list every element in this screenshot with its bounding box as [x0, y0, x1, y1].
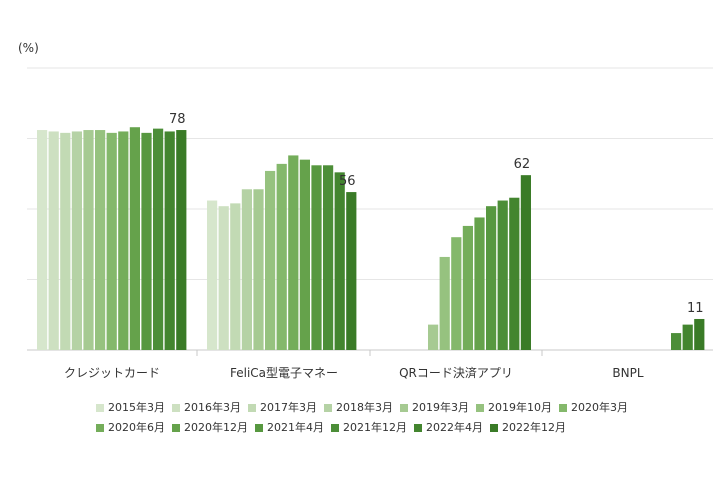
category-label: BNPL	[612, 366, 643, 380]
bar	[486, 206, 497, 350]
bar	[265, 170, 276, 350]
bar	[509, 197, 520, 350]
bar	[694, 318, 705, 350]
legend-item: 2021年4月	[255, 418, 324, 438]
bar	[462, 225, 473, 350]
legend-label: 2018年3月	[336, 401, 393, 414]
bar	[439, 256, 450, 350]
legend-item: 2020年6月	[96, 418, 165, 438]
legend-label: 2022年4月	[426, 421, 483, 434]
bar	[230, 203, 241, 350]
legend-item: 2016年3月	[172, 398, 241, 418]
legend-row: 2020年6月 2020年12月 2021年4月 2021年12月 2022年4月 202…	[96, 418, 656, 438]
category-label: QRコード決済アプリ	[399, 365, 513, 380]
bar	[474, 217, 485, 350]
bar	[118, 131, 129, 350]
bar	[71, 131, 82, 350]
bar	[60, 132, 71, 350]
legend-item: 2019年3月	[400, 398, 469, 418]
bar	[334, 172, 345, 350]
legend-item: 2020年3月	[559, 398, 628, 418]
bar	[497, 200, 508, 350]
bar	[428, 324, 439, 350]
legend-item: 2017年3月	[248, 398, 317, 418]
bar	[207, 200, 218, 350]
bar	[37, 130, 48, 350]
bar	[218, 206, 229, 350]
legend-item: 2018年3月	[324, 398, 393, 418]
legend-swatch	[255, 424, 263, 432]
data-label: 62	[514, 157, 531, 172]
bar	[106, 132, 117, 350]
bar	[241, 189, 252, 350]
legend-swatch	[476, 404, 484, 412]
legend-label: 2021年12月	[343, 421, 407, 434]
legend-swatch	[400, 404, 408, 412]
bar	[95, 130, 106, 350]
data-label: 11	[687, 301, 704, 316]
legend-swatch	[96, 424, 104, 432]
legend-label: 2020年6月	[108, 421, 165, 434]
bar	[671, 333, 682, 350]
legend-label: 2020年12月	[184, 421, 248, 434]
legend-swatch	[414, 424, 422, 432]
bar	[141, 132, 152, 350]
legend: 2015年3月 2016年3月 2017年3月 2018年3月 2019年3月 2019年…	[96, 398, 656, 438]
legend-label: 2022年12月	[502, 421, 566, 434]
legend-item: 2020年12月	[172, 418, 248, 438]
bar	[48, 131, 59, 350]
legend-label: 2019年10月	[488, 401, 552, 414]
bar	[253, 189, 264, 350]
bar	[83, 130, 94, 350]
legend-swatch	[248, 404, 256, 412]
bar	[323, 165, 334, 350]
legend-label: 2016年3月	[184, 401, 241, 414]
category-label: クレジットカード	[64, 366, 160, 380]
bar	[153, 128, 164, 350]
data-label: 78	[169, 112, 186, 127]
bar	[682, 324, 693, 350]
legend-row: 2015年3月 2016年3月 2017年3月 2018年3月 2019年3月 2019年…	[96, 398, 656, 418]
legend-label: 2019年3月	[412, 401, 469, 414]
legend-label: 2015年3月	[108, 401, 165, 414]
legend-label: 2017年3月	[260, 401, 317, 414]
category-label: FeliCa型電子マネー	[230, 366, 338, 380]
bar	[520, 175, 531, 350]
legend-item: 2021年12月	[331, 418, 407, 438]
legend-item: 2019年10月	[476, 398, 552, 418]
data-label: 56	[339, 174, 356, 189]
legend-item: 2015年3月	[96, 398, 165, 418]
bar	[129, 127, 140, 350]
legend-item: 2022年4月	[414, 418, 483, 438]
bar	[276, 163, 287, 350]
legend-item: 2022年12月	[490, 418, 566, 438]
bar	[451, 237, 462, 350]
bar	[164, 131, 175, 350]
legend-label: 2021年4月	[267, 421, 324, 434]
bar	[346, 192, 357, 350]
y-unit-label: (%)	[18, 41, 39, 55]
legend-swatch	[490, 424, 498, 432]
legend-swatch	[172, 424, 180, 432]
legend-swatch	[96, 404, 104, 412]
legend-swatch	[324, 404, 332, 412]
legend-swatch	[172, 404, 180, 412]
bar	[288, 155, 299, 350]
bar	[176, 130, 187, 350]
legend-swatch	[331, 424, 339, 432]
bar	[311, 165, 322, 350]
bar	[299, 159, 310, 350]
legend-label: 2020年3月	[571, 401, 628, 414]
legend-swatch	[559, 404, 567, 412]
